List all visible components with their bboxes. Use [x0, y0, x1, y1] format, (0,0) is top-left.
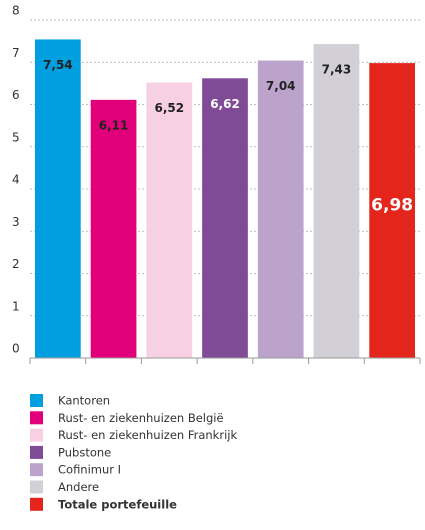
bar — [35, 39, 81, 359]
bar — [257, 60, 304, 359]
legend-label: Andere — [58, 480, 99, 494]
legend-label: Totale portefeuille — [58, 497, 177, 511]
y-tick-label: 5 — [12, 130, 20, 144]
legend-swatch — [30, 480, 43, 494]
legend-label: Rust- en ziekenhuizen België — [58, 411, 224, 425]
legend-label: Cofinimur I — [58, 463, 121, 477]
data-label: 6,98 — [371, 196, 413, 216]
legend-swatch — [30, 445, 43, 459]
bar — [90, 99, 137, 358]
legend-label: Pubstone — [58, 445, 111, 459]
data-label: 7,43 — [322, 63, 352, 77]
y-tick-label: 0 — [12, 342, 20, 356]
y-tick-label: 4 — [12, 173, 20, 187]
y-tick-label: 3 — [12, 215, 20, 229]
data-label: 7,54 — [43, 58, 73, 72]
y-tick-label: 6 — [12, 88, 20, 102]
data-label: 6,52 — [154, 101, 184, 115]
legend-label: Rust- en ziekenhuizen Frankrijk — [58, 428, 237, 442]
legend-swatch — [30, 428, 43, 442]
legend-swatch — [30, 497, 43, 511]
data-label: 6,62 — [210, 97, 240, 111]
bar — [146, 82, 193, 358]
data-label: 6,11 — [99, 118, 129, 132]
y-tick-label: 1 — [12, 299, 20, 313]
data-label: 7,04 — [266, 79, 296, 93]
y-tick-label: 8 — [12, 4, 20, 18]
bar — [313, 44, 360, 359]
y-tick-label: 2 — [12, 257, 20, 271]
bar — [369, 63, 415, 358]
legend-label: Kantoren — [58, 394, 110, 408]
legend-swatch — [30, 463, 43, 477]
legend-swatch — [30, 394, 43, 407]
y-tick-label: 7 — [12, 46, 20, 60]
bar — [202, 78, 248, 359]
legend-swatch — [30, 411, 43, 425]
